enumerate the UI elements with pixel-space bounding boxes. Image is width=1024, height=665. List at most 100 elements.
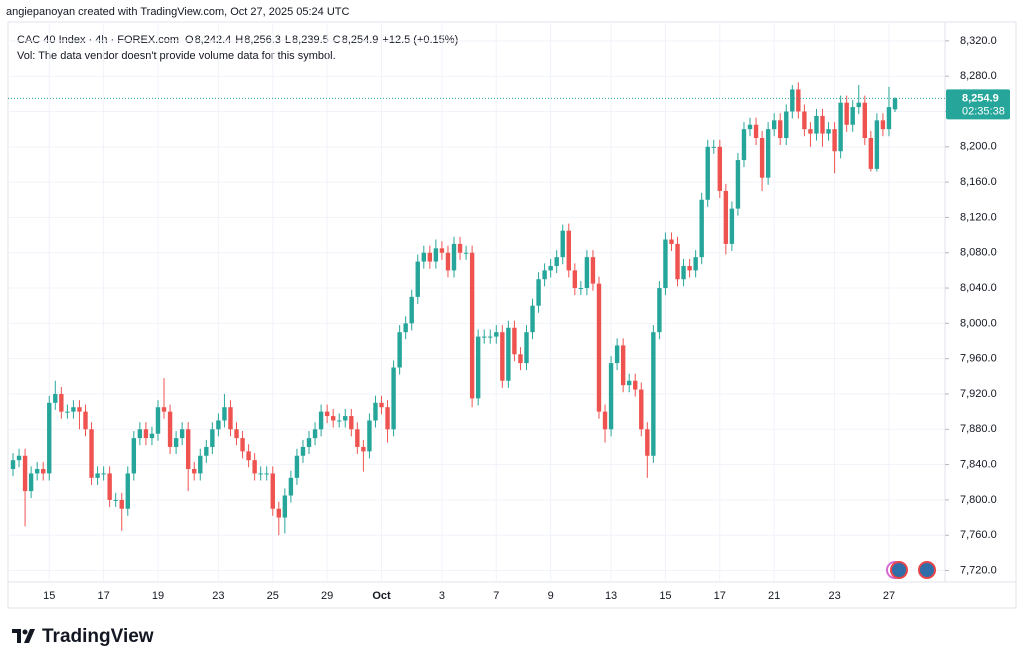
candle-body [246,451,251,461]
y-tick-label: 8,040.0 [960,282,997,294]
candle-body [95,473,100,478]
ohlc-key: O [185,34,194,46]
x-tick-label: 13 [605,590,617,602]
candle-body [433,248,439,262]
candle-body [826,129,831,134]
candle-body [318,411,324,430]
y-tick-label: 7,920.0 [960,388,997,400]
candle-body [282,495,288,518]
x-tick-label: 3 [439,590,445,602]
logo: TradingView [12,626,154,647]
x-tick-label: 21 [768,590,780,602]
candle-body [536,279,541,306]
x-tick-label: 9 [548,590,554,602]
candle-body [379,402,384,408]
x-tick-label: 29 [321,590,333,602]
candle-body [119,499,124,509]
candle-body [294,455,300,478]
candle-body [161,407,167,412]
x-tick-label: 7 [493,590,499,602]
ohlc-key: C [333,34,341,46]
candle-body [747,124,753,130]
candle-body [693,257,698,271]
candle-body [596,283,602,412]
x-tick-label: Oct [372,590,391,602]
logo-text: TradingView [42,626,154,647]
candle-body [216,420,221,430]
candle-body [373,402,378,421]
candle-body [439,248,445,253]
candle-body [778,120,783,138]
candle-body [143,429,149,439]
y-tick-label: 8,080.0 [960,247,997,259]
y-tick-label: 8,320.0 [960,35,997,47]
candle-body [10,460,16,470]
candle-body [802,111,807,130]
candle-body [862,102,867,138]
candle-body [343,416,348,421]
candle-body [608,363,614,430]
candle-body [258,473,263,475]
x-tick-label: 17 [97,590,109,602]
candle-body [264,473,269,475]
x-tick-label: 15 [659,590,671,602]
candle-body [47,402,52,474]
last-price-box [946,89,1010,120]
candle-body [367,420,372,452]
candle-body [753,124,759,138]
candle-body [71,407,76,412]
candle-body [868,137,874,169]
candle-body [179,429,185,439]
candle-body [735,160,741,209]
candle-body [300,446,306,456]
chart-frame [7,21,1017,609]
candle-body [155,407,161,434]
candle-body [626,380,632,386]
candle-body [149,433,155,439]
symbol: CAC 40 Index · 4h · FOREX.com [17,34,179,46]
candle-body [633,380,638,390]
candle-body [518,354,523,364]
candle-body [101,473,106,475]
y-tick-label: 8,160.0 [960,176,997,188]
candle-body [403,323,408,333]
ohlc-value: 8,242.4 [195,34,232,46]
candle-body [421,252,426,262]
candle-body [89,429,94,478]
candle-body [252,460,257,474]
candle-body [385,407,390,430]
x-tick-label: 25 [267,590,279,602]
icon[interactable] [890,561,908,579]
y-tick-label: 7,720.0 [960,564,997,576]
plot-area: 8,254.902:35:38 [8,82,1010,536]
candle-body [705,146,710,200]
x-tick-label: 23 [212,590,224,602]
candle-body [880,120,886,130]
candle-body [137,429,143,439]
candle-body [131,438,137,474]
candle-body [107,473,112,500]
candle-body [16,455,22,461]
candle-body [240,438,245,452]
legend: CAC 40 Index · 4h · FOREX.com Vol: The d… [17,34,458,62]
candle-body [65,411,70,413]
candle-body [167,411,173,447]
icon[interactable] [918,561,936,579]
candle-body [765,129,771,178]
candle-body [681,265,686,280]
x-tick-label: 19 [152,590,164,602]
candle-body [173,438,179,447]
candle-body [669,239,674,244]
y-tick-label: 8,120.0 [960,211,997,223]
candle-body [614,345,620,364]
candle-body [222,407,227,421]
candle-body [723,190,729,244]
candle-body [125,473,130,509]
candle-body [512,327,517,355]
candle-body [844,102,849,125]
candle-body [729,208,735,244]
candle-body [711,146,716,148]
candle-body [355,429,360,447]
ohlc-key: H [235,34,243,46]
